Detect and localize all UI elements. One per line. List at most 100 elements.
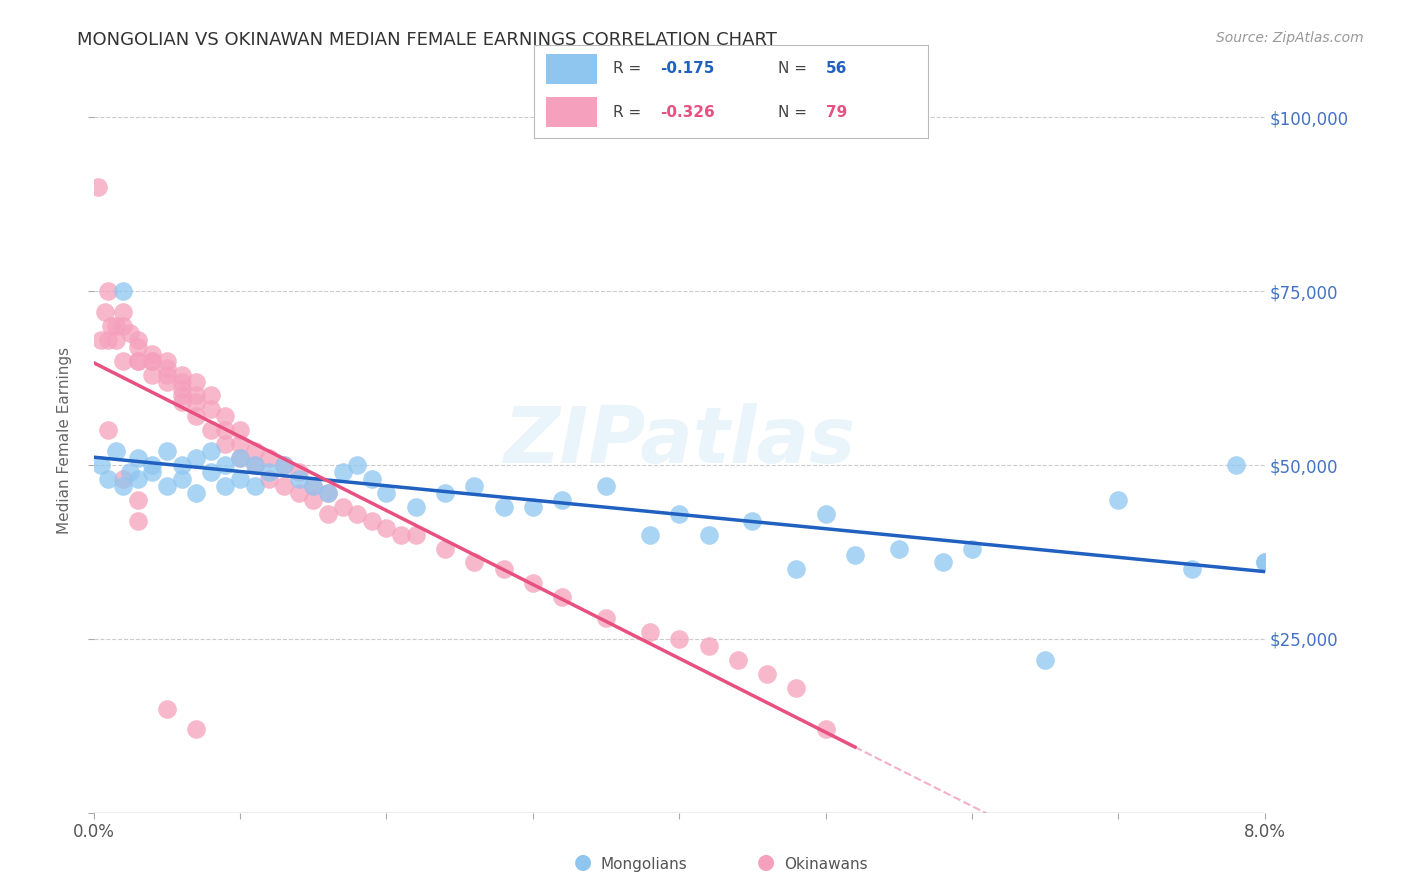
- Point: [522, 576, 544, 591]
- Point: [97, 284, 120, 298]
- Point: [668, 632, 690, 646]
- Point: [200, 402, 222, 417]
- Point: [170, 368, 193, 382]
- Point: [697, 639, 720, 653]
- FancyBboxPatch shape: [546, 54, 598, 84]
- Y-axis label: Median Female Earnings: Median Female Earnings: [58, 347, 72, 534]
- Point: [932, 556, 955, 570]
- Point: [104, 444, 127, 458]
- Point: [389, 527, 412, 541]
- Point: [200, 444, 222, 458]
- Point: [111, 472, 134, 486]
- Point: [316, 507, 339, 521]
- Point: [785, 562, 807, 576]
- Point: [200, 423, 222, 437]
- Point: [1181, 562, 1204, 576]
- Point: [120, 326, 142, 340]
- Point: [127, 333, 149, 347]
- Point: [638, 527, 661, 541]
- Point: [316, 486, 339, 500]
- Point: [595, 479, 617, 493]
- Point: [97, 423, 120, 437]
- Point: [697, 527, 720, 541]
- Point: [141, 465, 163, 479]
- Point: [127, 514, 149, 528]
- Text: Mongolians: Mongolians: [600, 857, 688, 872]
- Point: [170, 472, 193, 486]
- Point: [492, 500, 515, 514]
- Point: [332, 465, 354, 479]
- Point: [756, 666, 779, 681]
- Point: [346, 507, 368, 521]
- Point: [156, 360, 179, 375]
- Point: [186, 451, 208, 466]
- Text: N =: N =: [779, 104, 813, 120]
- Point: [522, 500, 544, 514]
- Point: [229, 437, 252, 451]
- Point: [405, 527, 427, 541]
- Point: [814, 507, 837, 521]
- Point: [127, 353, 149, 368]
- Point: [229, 451, 252, 466]
- Point: [186, 395, 208, 409]
- Point: [94, 305, 117, 319]
- Text: 79: 79: [825, 104, 846, 120]
- Point: [492, 562, 515, 576]
- Point: [186, 388, 208, 402]
- Text: R =: R =: [613, 104, 647, 120]
- Text: MONGOLIAN VS OKINAWAN MEDIAN FEMALE EARNINGS CORRELATION CHART: MONGOLIAN VS OKINAWAN MEDIAN FEMALE EARN…: [77, 31, 778, 49]
- Text: ZIPatlas: ZIPatlas: [503, 402, 855, 479]
- Point: [156, 701, 179, 715]
- Point: [104, 318, 127, 333]
- Point: [1225, 458, 1247, 472]
- Point: [200, 388, 222, 402]
- Point: [229, 423, 252, 437]
- Point: [727, 653, 749, 667]
- Text: R =: R =: [613, 62, 647, 77]
- Point: [111, 284, 134, 298]
- Text: N =: N =: [779, 62, 813, 77]
- Point: [170, 382, 193, 396]
- Point: [141, 347, 163, 361]
- Point: [360, 472, 382, 486]
- Point: [170, 395, 193, 409]
- Text: ●: ●: [758, 853, 775, 872]
- Point: [434, 541, 457, 556]
- Point: [170, 388, 193, 402]
- Point: [97, 333, 120, 347]
- Point: [785, 681, 807, 695]
- Point: [141, 368, 163, 382]
- Point: [302, 492, 325, 507]
- Point: [551, 492, 574, 507]
- Point: [186, 723, 208, 737]
- Point: [814, 723, 837, 737]
- Point: [90, 333, 112, 347]
- Point: [127, 492, 149, 507]
- Point: [316, 486, 339, 500]
- Point: [463, 479, 485, 493]
- Point: [141, 353, 163, 368]
- Text: -0.326: -0.326: [661, 104, 716, 120]
- Point: [156, 444, 179, 458]
- Text: ●: ●: [575, 853, 592, 872]
- Point: [346, 458, 368, 472]
- Point: [156, 353, 179, 368]
- Point: [127, 340, 149, 354]
- Point: [120, 465, 142, 479]
- Point: [214, 479, 236, 493]
- Point: [156, 479, 179, 493]
- Point: [638, 625, 661, 640]
- Point: [302, 479, 325, 493]
- Point: [844, 549, 866, 563]
- Point: [97, 472, 120, 486]
- Point: [156, 375, 179, 389]
- Point: [243, 444, 266, 458]
- Point: [127, 472, 149, 486]
- Point: [302, 479, 325, 493]
- Point: [243, 458, 266, 472]
- Text: Okinawans: Okinawans: [785, 857, 868, 872]
- Point: [214, 409, 236, 424]
- Point: [243, 479, 266, 493]
- Point: [273, 458, 295, 472]
- Point: [960, 541, 983, 556]
